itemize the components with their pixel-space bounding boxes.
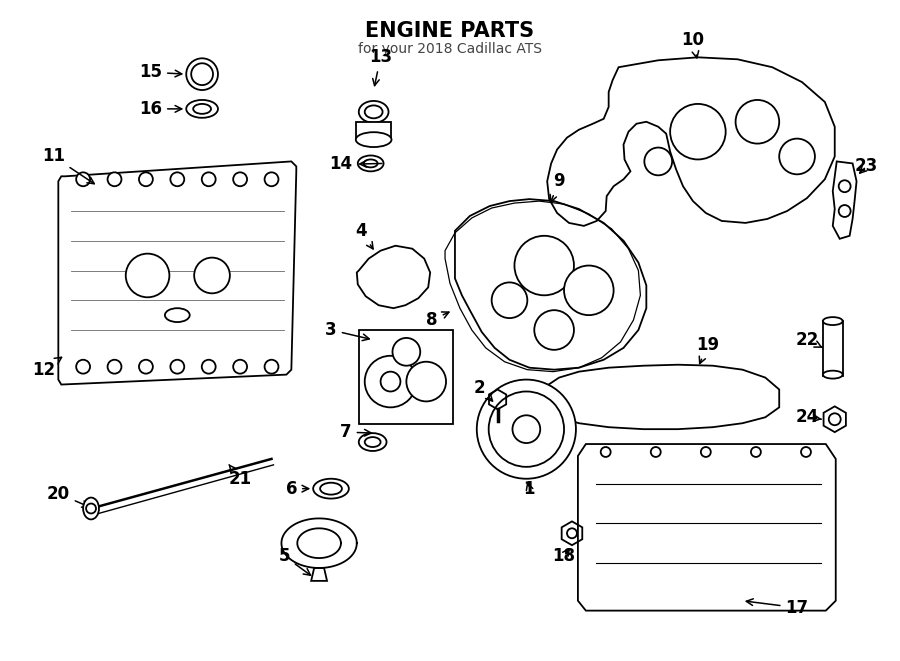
Circle shape bbox=[477, 379, 576, 479]
Circle shape bbox=[364, 356, 417, 407]
Ellipse shape bbox=[83, 498, 99, 520]
Ellipse shape bbox=[359, 101, 389, 123]
Text: 9: 9 bbox=[550, 173, 565, 202]
Text: 20: 20 bbox=[47, 485, 89, 507]
Text: 19: 19 bbox=[697, 336, 719, 364]
Ellipse shape bbox=[359, 433, 386, 451]
Circle shape bbox=[751, 447, 760, 457]
Ellipse shape bbox=[186, 100, 218, 118]
Circle shape bbox=[126, 254, 169, 297]
Circle shape bbox=[829, 413, 841, 425]
Circle shape bbox=[108, 360, 122, 373]
Circle shape bbox=[515, 236, 574, 295]
Ellipse shape bbox=[320, 483, 342, 494]
Circle shape bbox=[139, 360, 153, 373]
Circle shape bbox=[381, 371, 400, 391]
Circle shape bbox=[651, 447, 661, 457]
Text: 18: 18 bbox=[553, 547, 575, 565]
Circle shape bbox=[139, 173, 153, 186]
Circle shape bbox=[512, 415, 540, 443]
Text: 8: 8 bbox=[427, 311, 449, 329]
Bar bbox=[359, 330, 453, 424]
Text: 17: 17 bbox=[746, 599, 808, 617]
Circle shape bbox=[491, 282, 527, 318]
Circle shape bbox=[670, 104, 725, 159]
Circle shape bbox=[191, 63, 213, 85]
Circle shape bbox=[564, 266, 614, 315]
Text: 12: 12 bbox=[32, 358, 61, 379]
Circle shape bbox=[839, 180, 850, 192]
Circle shape bbox=[839, 205, 850, 217]
Circle shape bbox=[392, 338, 420, 366]
Text: ENGINE PARTS: ENGINE PARTS bbox=[365, 20, 535, 40]
Circle shape bbox=[86, 504, 96, 514]
Polygon shape bbox=[282, 518, 356, 568]
Circle shape bbox=[186, 58, 218, 90]
Circle shape bbox=[644, 147, 672, 175]
Circle shape bbox=[801, 447, 811, 457]
Circle shape bbox=[265, 173, 278, 186]
Text: 13: 13 bbox=[369, 48, 392, 86]
Ellipse shape bbox=[823, 371, 842, 379]
Circle shape bbox=[535, 310, 574, 350]
Text: 24: 24 bbox=[796, 408, 822, 426]
Text: 10: 10 bbox=[681, 32, 705, 58]
Circle shape bbox=[233, 173, 248, 186]
Text: 6: 6 bbox=[285, 480, 309, 498]
Ellipse shape bbox=[194, 104, 211, 114]
Circle shape bbox=[779, 139, 814, 175]
Ellipse shape bbox=[313, 479, 349, 498]
Text: 16: 16 bbox=[139, 100, 182, 118]
Text: for your 2018 Cadillac ATS: for your 2018 Cadillac ATS bbox=[358, 42, 542, 56]
Text: 2: 2 bbox=[474, 379, 492, 401]
Circle shape bbox=[735, 100, 779, 143]
Circle shape bbox=[265, 360, 278, 373]
Ellipse shape bbox=[364, 159, 378, 167]
Circle shape bbox=[76, 360, 90, 373]
Text: 4: 4 bbox=[355, 222, 374, 249]
Text: 23: 23 bbox=[855, 157, 878, 175]
Text: 14: 14 bbox=[329, 155, 382, 173]
Ellipse shape bbox=[356, 132, 392, 147]
Text: 22: 22 bbox=[796, 331, 822, 349]
Circle shape bbox=[108, 173, 122, 186]
Ellipse shape bbox=[364, 437, 381, 447]
Ellipse shape bbox=[165, 308, 190, 322]
Circle shape bbox=[170, 360, 184, 373]
Circle shape bbox=[489, 391, 564, 467]
Circle shape bbox=[233, 360, 248, 373]
Circle shape bbox=[202, 360, 216, 373]
Circle shape bbox=[202, 173, 216, 186]
Circle shape bbox=[170, 173, 184, 186]
Ellipse shape bbox=[364, 105, 382, 118]
Circle shape bbox=[76, 173, 90, 186]
Text: 21: 21 bbox=[229, 465, 251, 488]
Text: 11: 11 bbox=[42, 147, 94, 184]
Circle shape bbox=[194, 258, 230, 293]
Circle shape bbox=[407, 362, 446, 401]
Ellipse shape bbox=[358, 155, 383, 171]
Text: 15: 15 bbox=[139, 63, 182, 81]
Bar bbox=[823, 321, 842, 375]
Circle shape bbox=[567, 528, 577, 538]
Text: 3: 3 bbox=[325, 321, 369, 340]
Text: 1: 1 bbox=[524, 480, 536, 498]
Circle shape bbox=[701, 447, 711, 457]
Text: 5: 5 bbox=[279, 547, 310, 575]
Bar bbox=[356, 122, 392, 139]
Text: 7: 7 bbox=[340, 423, 371, 441]
Ellipse shape bbox=[823, 317, 842, 325]
Circle shape bbox=[600, 447, 610, 457]
